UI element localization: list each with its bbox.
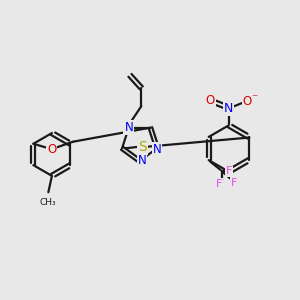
Text: O: O — [47, 142, 56, 156]
Text: O: O — [243, 95, 252, 108]
Text: F: F — [225, 167, 232, 176]
Text: S: S — [138, 140, 147, 154]
Text: N: N — [138, 154, 146, 167]
Text: CH₃: CH₃ — [39, 198, 56, 207]
Text: F: F — [216, 179, 222, 189]
Text: ⁻: ⁻ — [251, 92, 257, 105]
Text: O: O — [206, 94, 215, 107]
Text: N: N — [124, 121, 133, 134]
Text: N: N — [153, 143, 161, 156]
Text: F: F — [231, 178, 238, 188]
Text: N: N — [224, 102, 233, 115]
